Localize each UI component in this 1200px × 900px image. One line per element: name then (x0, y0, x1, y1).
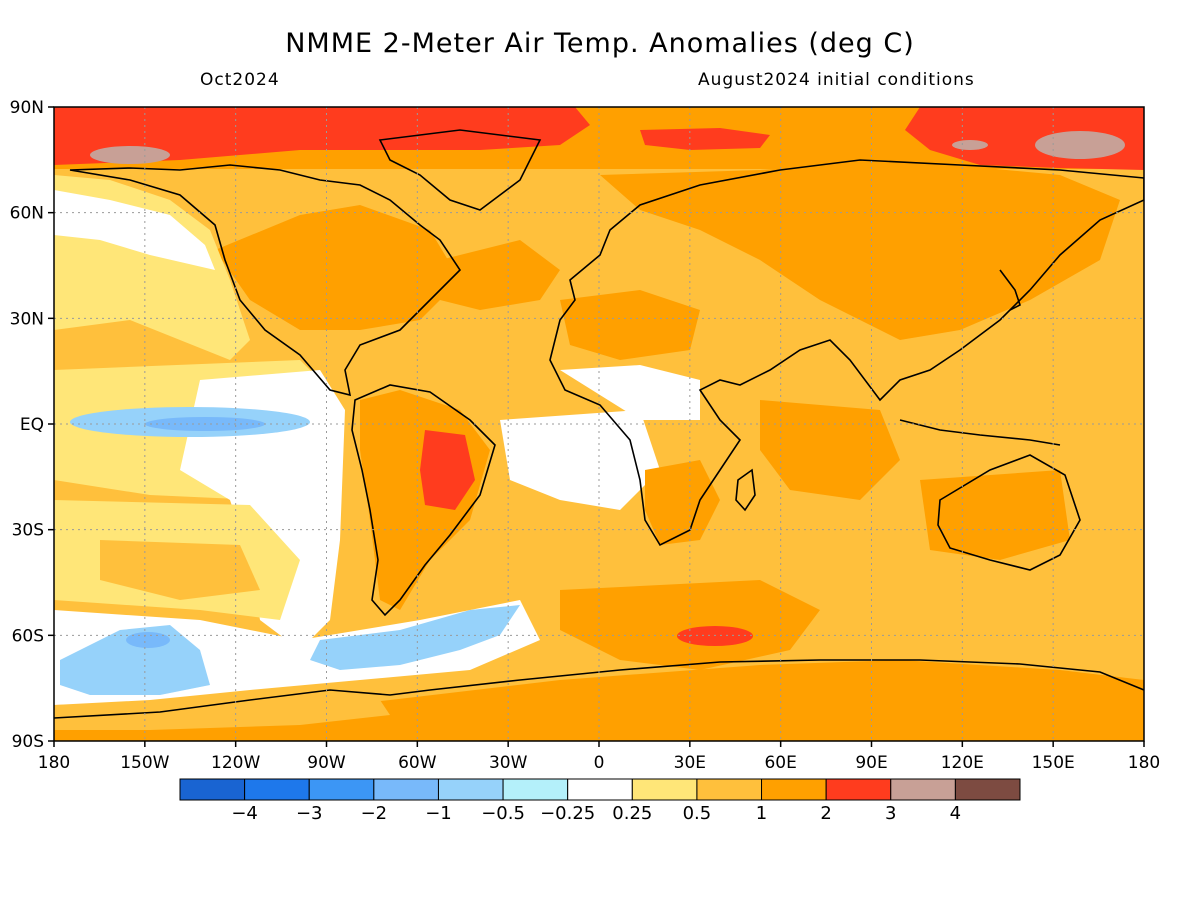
eurasia-africa-coast (549, 159, 1144, 547)
antarctica-coast (54, 659, 1144, 719)
anomaly-field (54, 107, 1144, 741)
lon-tick-label: 0 (594, 753, 605, 773)
southern-indian-ocean-hot-spot (677, 626, 753, 646)
colorbar-label: −0.25 (540, 803, 595, 824)
lon-tick-label: 90W (307, 753, 346, 773)
lon-tick-label: 180 (1128, 753, 1160, 773)
init-conditions-label: August2024 initial conditions (698, 70, 975, 90)
colorbar-swatch (308, 778, 375, 801)
south-america-coast (351, 384, 496, 617)
lon-tick-label: 180 (38, 753, 70, 773)
lat-tick-label: 30N (10, 309, 44, 329)
southern-africa-warm (645, 460, 720, 545)
lon-tick-label: 120W (211, 753, 260, 773)
colorbar-swatch (696, 778, 763, 801)
colorbar-swatch (825, 778, 892, 801)
colorbar-label: 3 (885, 803, 896, 824)
colorbar-label: −3 (296, 803, 323, 824)
graticule (54, 107, 1144, 741)
north-atlantic-warm (440, 240, 560, 310)
axis-ticks (48, 106, 1145, 747)
southern-ocean-cold-core (126, 632, 170, 648)
australia-coast (937, 454, 1081, 571)
colorbar-label: 2 (820, 803, 831, 824)
lat-tick-label: 60N (10, 204, 44, 224)
arctic-extreme-patch-east (1035, 131, 1125, 159)
colorbar-label: 4 (950, 803, 961, 824)
colorbar-label: −0.5 (481, 803, 525, 824)
colorbar-label: −2 (361, 803, 388, 824)
valid-month-label: Oct2024 (200, 70, 280, 90)
lat-tick-label: EQ (20, 415, 44, 435)
colorbar-label: 1 (756, 803, 767, 824)
colorbar-swatch (631, 778, 698, 801)
south-pacific-moderate (100, 540, 260, 600)
lon-tick-label: 60E (764, 753, 796, 773)
colorbar-swatch (890, 778, 956, 801)
lon-tick-label: 60W (398, 753, 437, 773)
colorbar-swatch (179, 778, 246, 801)
arctic-red-patch-west (54, 107, 590, 165)
colorbar-label: 0.25 (612, 803, 652, 824)
north-pacific-near-normal (54, 190, 215, 270)
lon-tick-label: 90E (855, 753, 887, 773)
coastlines (54, 129, 1144, 719)
colorbar-swatch (761, 778, 827, 801)
tropical-atlantic-near-normal (500, 410, 660, 510)
southern-ocean-cool-west (60, 625, 210, 695)
sahel-near-normal (560, 365, 700, 420)
lon-tick-label: 30W (489, 753, 528, 773)
arctic-red-patch-central (640, 128, 770, 150)
lat-tick-label: 90N (10, 98, 44, 118)
lat-tick-label: 30S (12, 521, 44, 541)
madagascar-coast (735, 468, 756, 512)
eurasia-warm (600, 160, 1120, 340)
colorbar-label: −4 (231, 803, 258, 824)
colorbar-label: −1 (425, 803, 452, 824)
colorbar-swatch (502, 778, 569, 801)
colorbar-swatch (244, 778, 310, 801)
lon-tick-label: 150E (1032, 753, 1075, 773)
north-america-warm (215, 205, 460, 330)
japan-coast (999, 269, 1021, 311)
latitude-labels: 90N 60N 30N EQ 30S 60S 90S (10, 98, 44, 752)
lat-tick-label: 90S (12, 732, 44, 752)
antarctica-moderate (54, 700, 390, 730)
lat-tick-label: 60S (12, 626, 44, 646)
southern-ocean-cool-central (310, 605, 520, 670)
colorbar: −4 −3 −2 −1 −0.5 −0.25 0.25 0.5 1 2 3 4 (179, 778, 1021, 824)
brazil-hot-spot (420, 430, 475, 510)
colorbar-swatch (954, 778, 1021, 801)
lon-tick-label: 30E (674, 753, 706, 773)
colorbar-swatch (437, 778, 504, 801)
map-title: NMME 2-Meter Air Temp. Anomalies (deg C) (285, 28, 915, 59)
arctic-extreme-patch-east-small (952, 140, 988, 150)
arctic-extreme-patch-west (90, 146, 170, 164)
east-pacific-near-normal (180, 370, 345, 650)
lon-tick-label: 150W (120, 753, 169, 773)
sahara-warm (560, 290, 700, 360)
colorbar-label: 0.5 (683, 803, 712, 824)
indian-ocean-warm (760, 400, 900, 500)
indonesia-coast (899, 419, 1061, 446)
australia-warm (920, 470, 1070, 560)
greenland-coast (378, 129, 542, 211)
north-america-coast (69, 164, 462, 397)
lon-tick-label: 120E (941, 753, 984, 773)
colorbar-swatch (373, 778, 439, 801)
longitude-labels: 180 150W 120W 90W 60W 30W 0 30E 60E 90E 120E 150E 18… (38, 753, 1160, 773)
colorbar-swatch (567, 778, 633, 801)
